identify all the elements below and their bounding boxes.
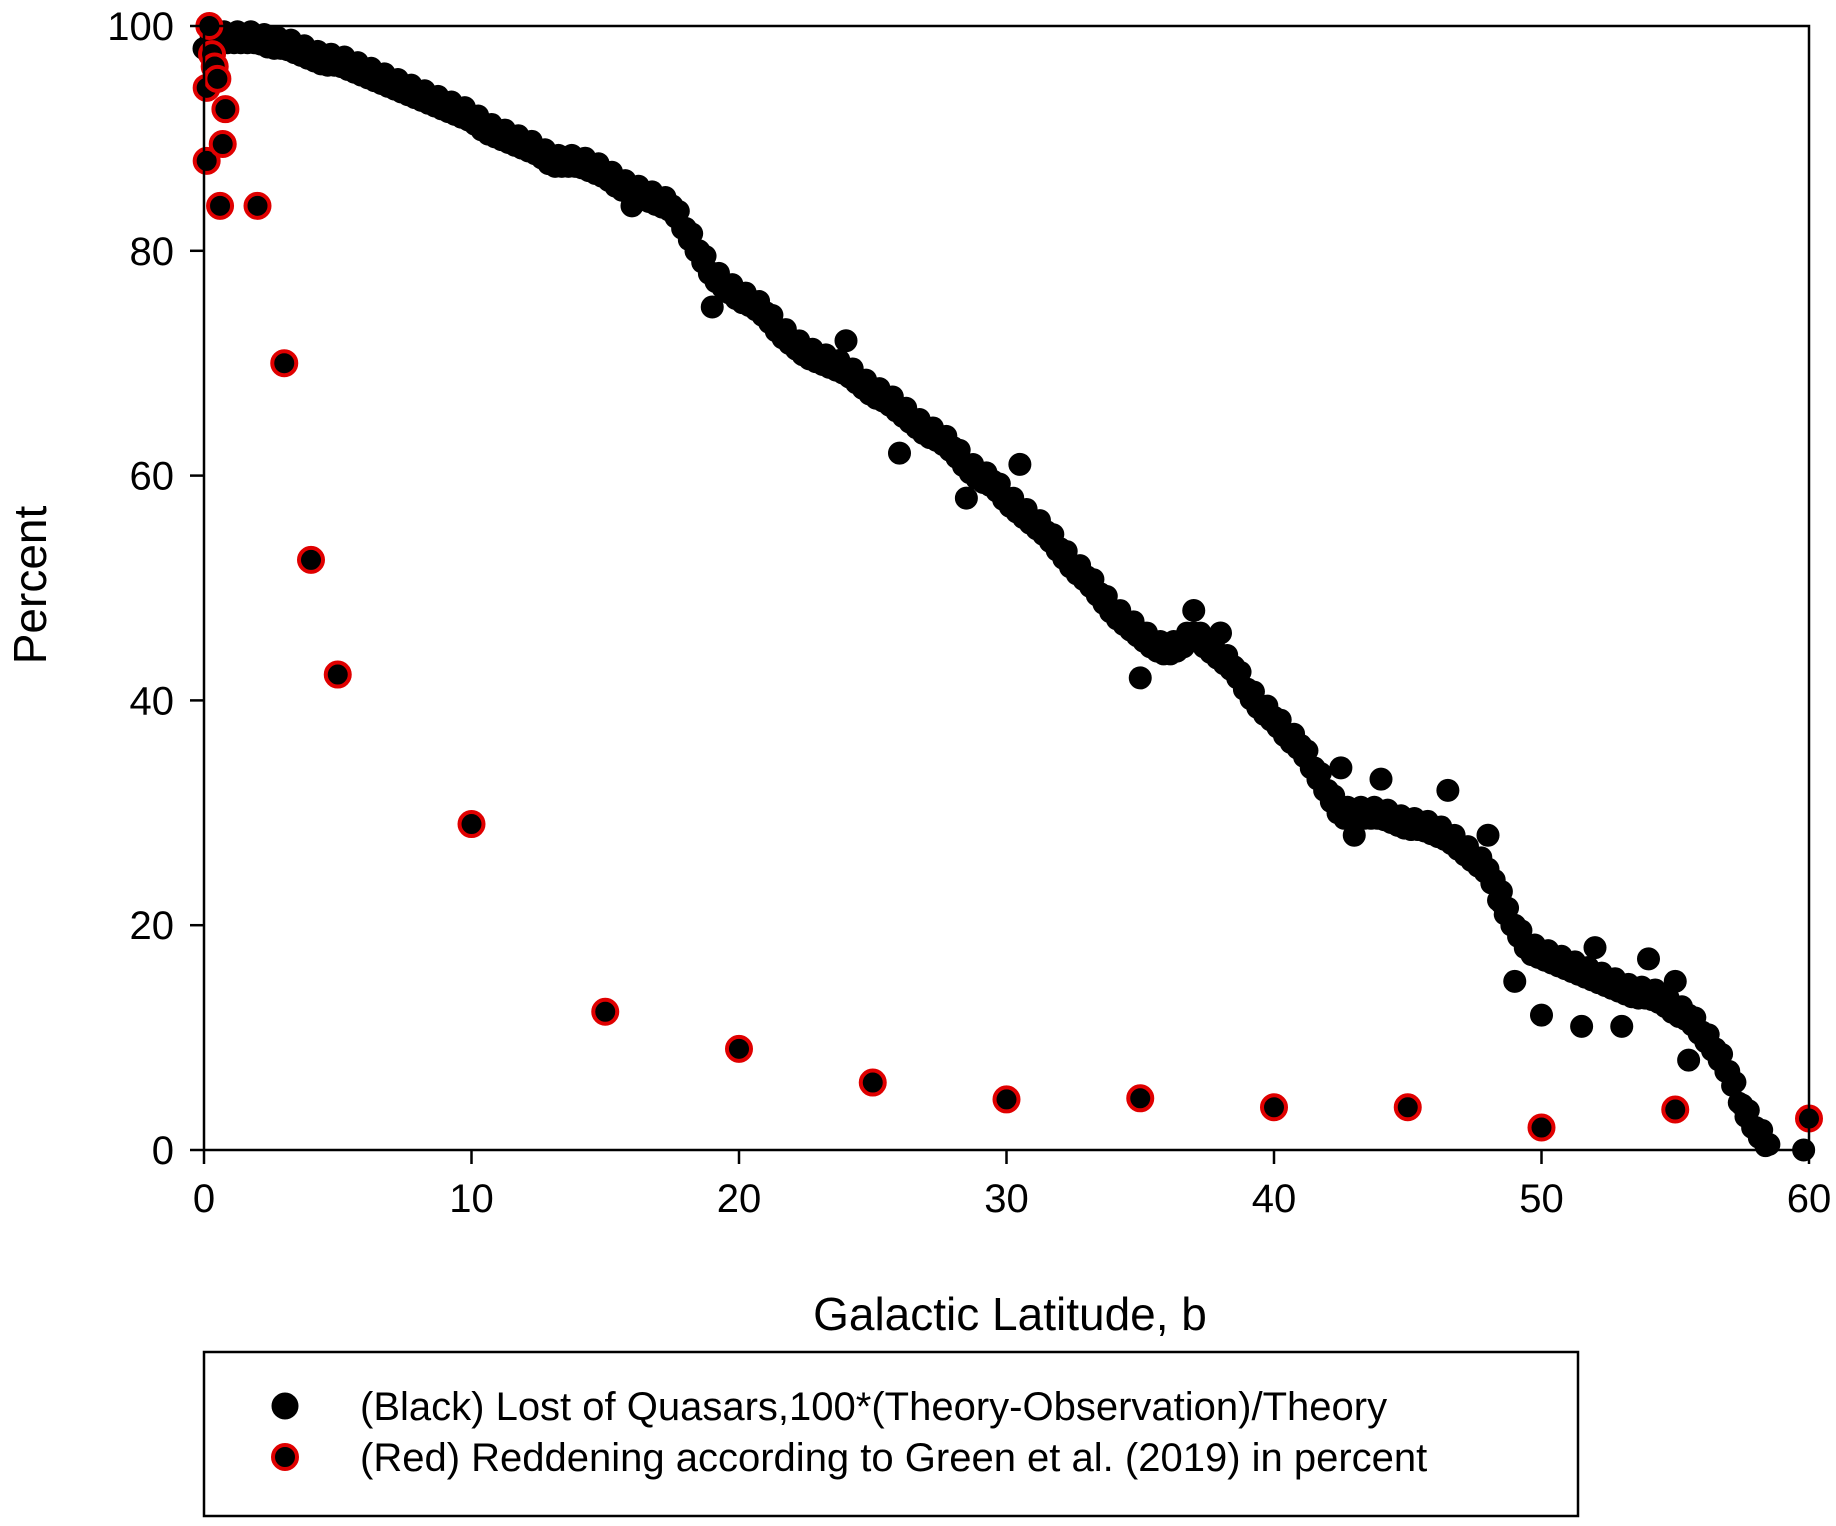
- red-data-point: [206, 191, 235, 220]
- black-data-point: [1075, 565, 1099, 589]
- red-data-point: [192, 146, 221, 175]
- red-data-point: [858, 1068, 887, 1097]
- black-data-point: [1663, 969, 1687, 993]
- red-data-point: [243, 191, 272, 220]
- black-data-point: [700, 295, 724, 319]
- x-tick-label: 0: [193, 1177, 215, 1221]
- black-data-point: [1436, 778, 1460, 802]
- red-series: [192, 12, 1823, 1142]
- black-data-point: [1369, 767, 1393, 791]
- red-data-point: [270, 349, 299, 378]
- black-data-point: [1637, 947, 1660, 971]
- red-data-point: [211, 95, 240, 124]
- black-data-point: [1035, 520, 1059, 544]
- black-data-point: [1744, 1116, 1767, 1140]
- black-data-point: [1690, 1020, 1714, 1044]
- red-data-point: [992, 1085, 1021, 1114]
- black-data-point: [1476, 823, 1500, 847]
- y-axis-title: Percent: [4, 506, 56, 665]
- black-data-point: [1182, 598, 1206, 622]
- black-data-point: [1503, 969, 1527, 993]
- black-series: [192, 20, 1816, 1162]
- black-data-point: [687, 239, 711, 263]
- x-tick-label: 40: [1252, 1177, 1297, 1221]
- red-data-point: [297, 545, 325, 574]
- red-data-point: [1661, 1095, 1690, 1124]
- black-data-point: [1583, 936, 1607, 960]
- black-data-point: [888, 441, 911, 465]
- y-axis-ticks: 0 20 40 60 80 100: [107, 5, 204, 1173]
- red-data-point: [323, 660, 352, 689]
- y-tick-label: 0: [152, 1129, 174, 1173]
- black-data-point: [1302, 756, 1326, 780]
- black-data-point: [1289, 733, 1313, 757]
- black-data-point: [834, 329, 858, 353]
- x-tick-label: 30: [984, 1177, 1029, 1221]
- y-tick-label: 80: [130, 230, 175, 274]
- black-data-point: [1128, 666, 1152, 690]
- black-data-point: [1489, 879, 1513, 903]
- black-data-point: [954, 486, 978, 510]
- y-tick-label: 60: [130, 455, 175, 499]
- legend: (Black) Lost of Quasars,100*(Theory-Obse…: [202, 1350, 1580, 1518]
- y-tick-label: 100: [107, 5, 174, 49]
- black-data-point: [1503, 913, 1527, 937]
- x-axis-ticks: 0 10 20 30 40 50 60: [193, 1150, 1831, 1221]
- legend-marker-black: [271, 1392, 299, 1420]
- black-data-point: [1235, 677, 1259, 701]
- legend-label-red: (Red) Reddening according to Green et al…: [360, 1436, 1427, 1480]
- black-data-point: [1677, 1048, 1701, 1072]
- black-data-point: [1717, 1059, 1741, 1083]
- red-data-point: [203, 64, 232, 93]
- black-data-point: [1316, 778, 1339, 802]
- x-tick-label: 50: [1519, 1177, 1564, 1221]
- red-data-point: [725, 1034, 753, 1063]
- black-data-point: [620, 194, 644, 218]
- red-data-point: [1260, 1093, 1288, 1122]
- red-data-point: [1527, 1113, 1556, 1142]
- black-data-point: [1476, 857, 1500, 881]
- black-data-point: [674, 216, 697, 240]
- black-data-point: [1222, 655, 1246, 679]
- black-data-point: [1757, 1132, 1781, 1156]
- black-data-point: [1730, 1093, 1754, 1117]
- legend-marker-red: [271, 1443, 299, 1471]
- black-data-point: [1209, 621, 1232, 645]
- black-data-point: [1342, 823, 1366, 847]
- black-data-point: [1677, 1003, 1701, 1027]
- black-data-point: [941, 436, 965, 459]
- red-data-point: [208, 130, 237, 159]
- red-data-point: [457, 810, 486, 839]
- black-data-point: [981, 469, 1005, 493]
- red-data-point: [1393, 1093, 1422, 1122]
- x-tick-label: 20: [717, 1177, 762, 1221]
- x-axis-title: Galactic Latitude, b: [813, 1288, 1207, 1340]
- black-data-point: [1262, 705, 1286, 729]
- black-data-point: [1048, 537, 1072, 561]
- y-tick-label: 40: [130, 679, 175, 723]
- red-data-point: [1126, 1084, 1155, 1113]
- black-data-point: [1570, 1014, 1594, 1038]
- legend-box: [202, 1350, 1580, 1518]
- black-data-point: [1610, 1014, 1634, 1038]
- red-data-point: [591, 997, 620, 1026]
- legend-label-black: (Black) Lost of Quasars,100*(Theory-Obse…: [360, 1385, 1387, 1429]
- black-data-point: [754, 301, 778, 325]
- x-tick-label: 10: [449, 1177, 494, 1221]
- x-tick-label: 60: [1787, 1177, 1832, 1221]
- black-data-point: [660, 194, 684, 218]
- black-data-point: [1329, 756, 1353, 780]
- black-data-point: [1008, 452, 1032, 476]
- black-data-point: [1088, 582, 1112, 606]
- y-tick-label: 20: [130, 904, 175, 948]
- black-data-point: [1703, 1037, 1727, 1061]
- black-data-point: [1530, 1003, 1553, 1027]
